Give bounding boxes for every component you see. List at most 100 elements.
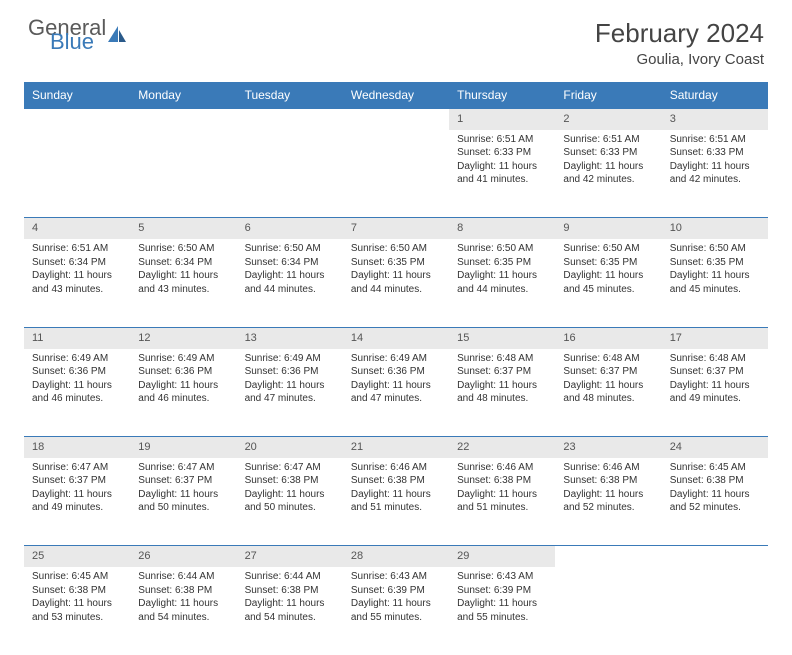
day-info: Sunrise: 6:50 AMSunset: 6:35 PMDaylight:…	[343, 239, 449, 302]
day-info: Sunrise: 6:46 AMSunset: 6:38 PMDaylight:…	[449, 458, 555, 521]
day-number: 9	[555, 218, 661, 239]
sunset-text: Sunset: 6:38 PM	[457, 474, 547, 488]
day-cell: Sunrise: 6:50 AMSunset: 6:35 PMDaylight:…	[555, 239, 661, 327]
day-info: Sunrise: 6:43 AMSunset: 6:39 PMDaylight:…	[449, 567, 555, 630]
day-info: Sunrise: 6:50 AMSunset: 6:35 PMDaylight:…	[662, 239, 768, 302]
daylight-text: Daylight: 11 hours and 50 minutes.	[245, 488, 335, 515]
sunset-text: Sunset: 6:37 PM	[563, 365, 653, 379]
day-number	[130, 109, 236, 115]
day-cell: Sunrise: 6:45 AMSunset: 6:38 PMDaylight:…	[24, 567, 130, 655]
day-info: Sunrise: 6:45 AMSunset: 6:38 PMDaylight:…	[24, 567, 130, 630]
day-number: 12	[130, 328, 236, 349]
day-info: Sunrise: 6:48 AMSunset: 6:37 PMDaylight:…	[449, 349, 555, 412]
info-row: Sunrise: 6:49 AMSunset: 6:36 PMDaylight:…	[24, 349, 768, 437]
daylight-text: Daylight: 11 hours and 41 minutes.	[457, 160, 547, 187]
daylight-text: Daylight: 11 hours and 45 minutes.	[563, 269, 653, 296]
sunrise-text: Sunrise: 6:50 AM	[138, 242, 228, 256]
day-cell: Sunrise: 6:50 AMSunset: 6:35 PMDaylight:…	[343, 239, 449, 327]
day-number: 13	[237, 328, 343, 349]
sunrise-text: Sunrise: 6:48 AM	[457, 352, 547, 366]
info-row: Sunrise: 6:51 AMSunset: 6:34 PMDaylight:…	[24, 239, 768, 327]
day-cell: Sunrise: 6:47 AMSunset: 6:38 PMDaylight:…	[237, 458, 343, 546]
day-number: 25	[24, 546, 130, 567]
sunset-text: Sunset: 6:38 PM	[245, 474, 335, 488]
day-cell: Sunrise: 6:50 AMSunset: 6:35 PMDaylight:…	[449, 239, 555, 327]
sunrise-text: Sunrise: 6:50 AM	[245, 242, 335, 256]
daylight-text: Daylight: 11 hours and 47 minutes.	[245, 379, 335, 406]
day-number: 2	[555, 109, 661, 130]
sunrise-text: Sunrise: 6:48 AM	[670, 352, 760, 366]
month-title: February 2024	[595, 18, 764, 49]
sunset-text: Sunset: 6:39 PM	[351, 584, 441, 598]
day-info: Sunrise: 6:49 AMSunset: 6:36 PMDaylight:…	[130, 349, 236, 412]
day-info: Sunrise: 6:43 AMSunset: 6:39 PMDaylight:…	[343, 567, 449, 630]
daylight-text: Daylight: 11 hours and 50 minutes.	[138, 488, 228, 515]
sunset-text: Sunset: 6:38 PM	[138, 584, 228, 598]
daylight-text: Daylight: 11 hours and 42 minutes.	[670, 160, 760, 187]
sunset-text: Sunset: 6:36 PM	[351, 365, 441, 379]
weekday-header: Friday	[555, 82, 661, 109]
day-info: Sunrise: 6:45 AMSunset: 6:38 PMDaylight:…	[662, 458, 768, 521]
sunset-text: Sunset: 6:33 PM	[457, 146, 547, 160]
sunrise-text: Sunrise: 6:50 AM	[563, 242, 653, 256]
day-cell: Sunrise: 6:51 AMSunset: 6:33 PMDaylight:…	[449, 130, 555, 218]
sunset-text: Sunset: 6:35 PM	[563, 256, 653, 270]
day-number	[24, 109, 130, 115]
day-number: 4	[24, 218, 130, 239]
sunset-text: Sunset: 6:35 PM	[670, 256, 760, 270]
day-number: 24	[662, 437, 768, 458]
daylight-text: Daylight: 11 hours and 54 minutes.	[138, 597, 228, 624]
day-number: 10	[662, 218, 768, 239]
daynum-row: 18192021222324	[24, 437, 768, 458]
sunrise-text: Sunrise: 6:47 AM	[32, 461, 122, 475]
sunrise-text: Sunrise: 6:49 AM	[245, 352, 335, 366]
day-cell	[130, 130, 236, 218]
sunrise-text: Sunrise: 6:43 AM	[457, 570, 547, 584]
logo-text-blue: Blue	[50, 32, 106, 52]
weekday-header: Thursday	[449, 82, 555, 109]
day-info: Sunrise: 6:51 AMSunset: 6:33 PMDaylight:…	[449, 130, 555, 193]
sunrise-text: Sunrise: 6:43 AM	[351, 570, 441, 584]
day-number: 3	[662, 109, 768, 130]
day-cell: Sunrise: 6:48 AMSunset: 6:37 PMDaylight:…	[555, 349, 661, 437]
daylight-text: Daylight: 11 hours and 42 minutes.	[563, 160, 653, 187]
daylight-text: Daylight: 11 hours and 44 minutes.	[457, 269, 547, 296]
daylight-text: Daylight: 11 hours and 48 minutes.	[457, 379, 547, 406]
sunset-text: Sunset: 6:39 PM	[457, 584, 547, 598]
title-block: February 2024 Goulia, Ivory Coast	[595, 18, 764, 68]
daylight-text: Daylight: 11 hours and 52 minutes.	[563, 488, 653, 515]
day-number	[662, 546, 768, 552]
sunrise-text: Sunrise: 6:50 AM	[351, 242, 441, 256]
weekday-header: Monday	[130, 82, 236, 109]
day-info: Sunrise: 6:46 AMSunset: 6:38 PMDaylight:…	[555, 458, 661, 521]
sunset-text: Sunset: 6:37 PM	[670, 365, 760, 379]
daylight-text: Daylight: 11 hours and 44 minutes.	[351, 269, 441, 296]
sunrise-text: Sunrise: 6:47 AM	[138, 461, 228, 475]
sunrise-text: Sunrise: 6:44 AM	[245, 570, 335, 584]
day-number: 17	[662, 328, 768, 349]
logo: General Blue	[28, 18, 128, 52]
info-row: Sunrise: 6:47 AMSunset: 6:37 PMDaylight:…	[24, 458, 768, 546]
sunrise-text: Sunrise: 6:44 AM	[138, 570, 228, 584]
day-cell: Sunrise: 6:49 AMSunset: 6:36 PMDaylight:…	[237, 349, 343, 437]
sunset-text: Sunset: 6:33 PM	[563, 146, 653, 160]
day-number	[343, 109, 449, 115]
day-cell: Sunrise: 6:47 AMSunset: 6:37 PMDaylight:…	[130, 458, 236, 546]
day-info: Sunrise: 6:49 AMSunset: 6:36 PMDaylight:…	[343, 349, 449, 412]
day-cell: Sunrise: 6:47 AMSunset: 6:37 PMDaylight:…	[24, 458, 130, 546]
sunset-text: Sunset: 6:36 PM	[245, 365, 335, 379]
daylight-text: Daylight: 11 hours and 55 minutes.	[457, 597, 547, 624]
day-number: 11	[24, 328, 130, 349]
sunrise-text: Sunrise: 6:48 AM	[563, 352, 653, 366]
sunrise-text: Sunrise: 6:47 AM	[245, 461, 335, 475]
day-info: Sunrise: 6:48 AMSunset: 6:37 PMDaylight:…	[555, 349, 661, 412]
day-number: 15	[449, 328, 555, 349]
weekday-header: Sunday	[24, 82, 130, 109]
day-info: Sunrise: 6:50 AMSunset: 6:34 PMDaylight:…	[130, 239, 236, 302]
weekday-header: Tuesday	[237, 82, 343, 109]
calendar-table: SundayMondayTuesdayWednesdayThursdayFrid…	[24, 82, 768, 655]
day-info: Sunrise: 6:46 AMSunset: 6:38 PMDaylight:…	[343, 458, 449, 521]
day-info: Sunrise: 6:47 AMSunset: 6:38 PMDaylight:…	[237, 458, 343, 521]
day-cell	[237, 130, 343, 218]
info-row: Sunrise: 6:51 AMSunset: 6:33 PMDaylight:…	[24, 130, 768, 218]
